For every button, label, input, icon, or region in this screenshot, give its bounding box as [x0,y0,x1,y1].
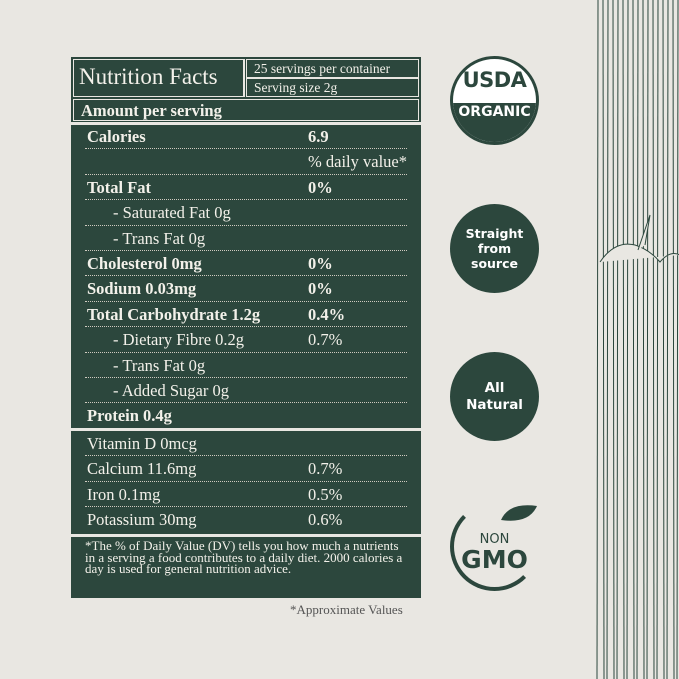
nutrient-value: 0% [308,254,333,273]
badge-text: All [484,379,505,396]
nutrient-label: Protein 0.4g [87,406,172,426]
all-natural-badge: All Natural [450,352,539,441]
nutrition-title: Nutrition Facts [73,59,245,97]
daily-value-header: % daily value* [308,152,407,172]
nutrient-label: - Saturated Fat 0g [113,203,231,223]
calories-label: Calories [87,127,146,146]
nutrient-row: - Dietary Fibre 0.2g 0.7% [85,327,407,353]
nutrient-label: Cholesterol 0mg [87,254,202,273]
nutrient-row: - Saturated Fat 0g [85,200,407,226]
nutrient-row: Cholesterol 0mg 0% [85,251,407,277]
divider [71,534,421,537]
nutrient-label: - Trans Fat 0g [113,355,206,375]
nutrition-facts-panel: Nutrition Facts 25 servings per containe… [71,57,421,598]
leaf-icon [501,505,537,521]
gmo-text: GMO [461,545,528,574]
nutrient-label: Potassium 30mg [87,510,197,530]
nutrient-value: 0.7% [308,330,343,350]
amount-per-serving: Amount per serving [73,99,419,121]
organic-text: ORGANIC [453,103,536,142]
nutrient-value: 0.6% [308,510,343,530]
approximate-values-note: *Approximate Values [290,602,403,617]
calories-value: 6.9 [308,127,329,146]
serving-size: Serving size 2g [246,78,419,97]
nutrient-label: - Added Sugar 0g [113,381,229,400]
usda-organic-badge: USDA ORGANIC [450,56,539,145]
non-text: NON [479,532,510,547]
nutrient-value: 0% [308,279,333,299]
nutrient-row: - Added Sugar 0g [85,378,407,404]
nutrient-row: Total Fat 0% [85,175,407,201]
badge-text: Straight [465,226,524,241]
badge-text: from [477,241,512,256]
nutrient-label: Sodium 0.03mg [87,279,197,299]
nutrient-value: 0.4% [308,304,346,324]
nutrient-row: Calcium 11.6mg 0.7% [85,456,407,482]
calories-row: Calories 6.9 [85,124,407,150]
straight-from-source-badge: Straight from source [450,204,539,293]
servings-per-container: 25 servings per container [246,59,419,78]
nutrient-row: Total Carbohydrate 1.2g 0.4% [85,302,407,328]
nutrient-row: - Trans Fat 0g [85,226,407,251]
nutrient-label: Total Fat [87,177,152,197]
nutrient-row: Iron 0.1mg 0.5% [85,482,407,508]
nutrient-label: Iron 0.1mg [87,484,161,504]
nutrient-row: - Trans Fat 0g [85,353,407,378]
badge-text: source [471,256,518,271]
nutrient-label: - Trans Fat 0g [113,228,206,248]
footnote: *The % of Daily Value (DV) tells you how… [85,538,403,576]
nutrient-label: Vitamin D 0mcg [87,434,197,453]
usda-text: USDA [462,68,527,92]
nutrient-value: 0.7% [308,459,343,479]
nutrient-value: 0.5% [308,484,343,504]
divider [71,428,421,431]
daily-value-header-row: % daily value* [85,149,407,175]
nutrient-label: Calcium 11.6mg [87,459,197,479]
bamboo-illustration [596,0,679,679]
nutrient-label: Total Carbohydrate 1.2g [87,304,261,324]
nutrient-row: Sodium 0.03mg 0% [85,276,407,302]
nutrient-value: 0% [308,177,333,197]
divider [71,122,421,125]
non-gmo-badge: NON GMO [450,502,539,591]
nutrient-row: Potassium 30mg 0.6% [85,507,407,532]
badge-text: Natural [466,396,523,413]
nutrient-label: - Dietary Fibre 0.2g [113,330,245,350]
nutrient-row: Vitamin D 0mcg [85,431,407,457]
nutrient-row: Protein 0.4g [85,403,407,428]
